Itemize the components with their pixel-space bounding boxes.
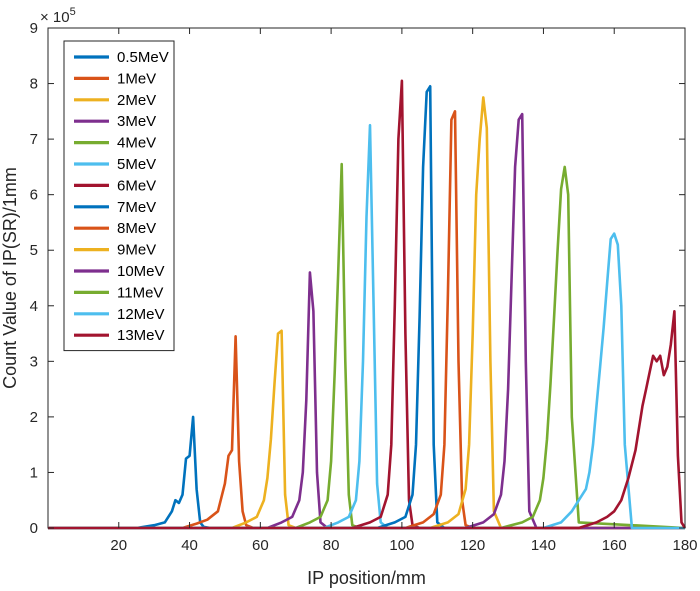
x-tick-label: 40 — [181, 537, 198, 554]
y-tick-label: 9 — [30, 20, 38, 37]
series-group — [48, 79, 687, 530]
legend-item: 2MeV — [74, 92, 156, 109]
series-line-6MeV — [48, 79, 685, 530]
series-line-11MeV — [48, 165, 686, 530]
x-tick-label: 80 — [323, 537, 340, 554]
legend-item: 8MeV — [74, 220, 156, 237]
legend-label: 7MeV — [117, 199, 156, 216]
x-tick-label: 100 — [389, 537, 414, 554]
series-line-10MeV — [48, 112, 685, 530]
legend-label: 3MeV — [117, 113, 156, 130]
legend-label: 13MeV — [117, 327, 165, 344]
x-tick-label: 140 — [531, 537, 556, 554]
y-axis-multiplier-exponent: 5 — [70, 6, 76, 18]
legend-item: 3MeV — [74, 113, 156, 130]
legend-label: 0.5MeV — [117, 49, 169, 66]
x-tick-label: 180 — [672, 537, 697, 554]
legend-item: 10MeV — [74, 263, 165, 280]
x-axis-label: IP position/mm — [307, 568, 426, 588]
legend-label: 2MeV — [117, 92, 156, 109]
y-tick-label: 7 — [30, 131, 38, 148]
legend-label: 6MeV — [117, 177, 156, 194]
series-line-4MeV — [48, 162, 685, 530]
legend-item: 4MeV — [74, 135, 156, 152]
legend-item: 0.5MeV — [74, 49, 169, 66]
x-axis-ticks: 20 40 60 80 100 120 140 160 180 — [110, 28, 698, 554]
y-tick-label: 0 — [30, 520, 38, 537]
y-tick-label: 1 — [30, 464, 38, 481]
y-axis-label: Count Value of IP(SR)/1mm — [0, 167, 20, 389]
series-line-12MeV — [48, 232, 685, 530]
y-axis-ticks: 0 1 2 3 4 5 6 7 8 9 — [30, 20, 685, 537]
y-tick-label: 5 — [30, 242, 38, 259]
y-tick-label: 8 — [30, 76, 38, 93]
x-tick-label: 60 — [252, 537, 269, 554]
series-line-3MeV — [48, 271, 685, 530]
y-tick-label: 3 — [30, 353, 38, 370]
legend-label: 11MeV — [117, 284, 163, 301]
legend-label: 9MeV — [117, 242, 156, 259]
x-tick-label: 160 — [602, 537, 627, 554]
y-tick-label: 6 — [30, 187, 38, 204]
y-axis-multiplier-base: × 10 — [40, 9, 70, 26]
legend-label: 5MeV — [117, 156, 156, 173]
legend-label: 8MeV — [117, 220, 156, 237]
legend-label: 10MeV — [117, 263, 165, 280]
legend-item: 7MeV — [74, 199, 156, 216]
legend-item: 5MeV — [74, 156, 156, 173]
legend-item: 12MeV — [74, 306, 165, 323]
y-tick-label: 4 — [30, 298, 38, 315]
legend-item: 13MeV — [74, 327, 165, 344]
series-line-8MeV — [48, 110, 685, 530]
legend: 0.5MeV 1MeV 2MeV 3MeV 4MeV 5MeV 6MeV 7MeV 8MeV 9M… — [63, 40, 175, 352]
legend-item: 6MeV — [74, 177, 156, 194]
legend-item: 1MeV — [74, 70, 156, 87]
series-line-13MeV — [48, 309, 687, 530]
legend-label: 4MeV — [117, 135, 156, 152]
legend-label: 12MeV — [117, 306, 165, 323]
legend-item: 9MeV — [74, 242, 156, 259]
x-tick-label: 20 — [110, 537, 127, 554]
y-axis-multiplier: × 105 — [40, 6, 76, 26]
series-line-9MeV — [48, 96, 685, 530]
y-tick-label: 2 — [30, 409, 38, 426]
legend-box — [63, 40, 175, 352]
x-tick-label: 120 — [460, 537, 485, 554]
legend-label: 1MeV — [117, 70, 156, 87]
legend-item: 11MeV — [74, 284, 163, 301]
